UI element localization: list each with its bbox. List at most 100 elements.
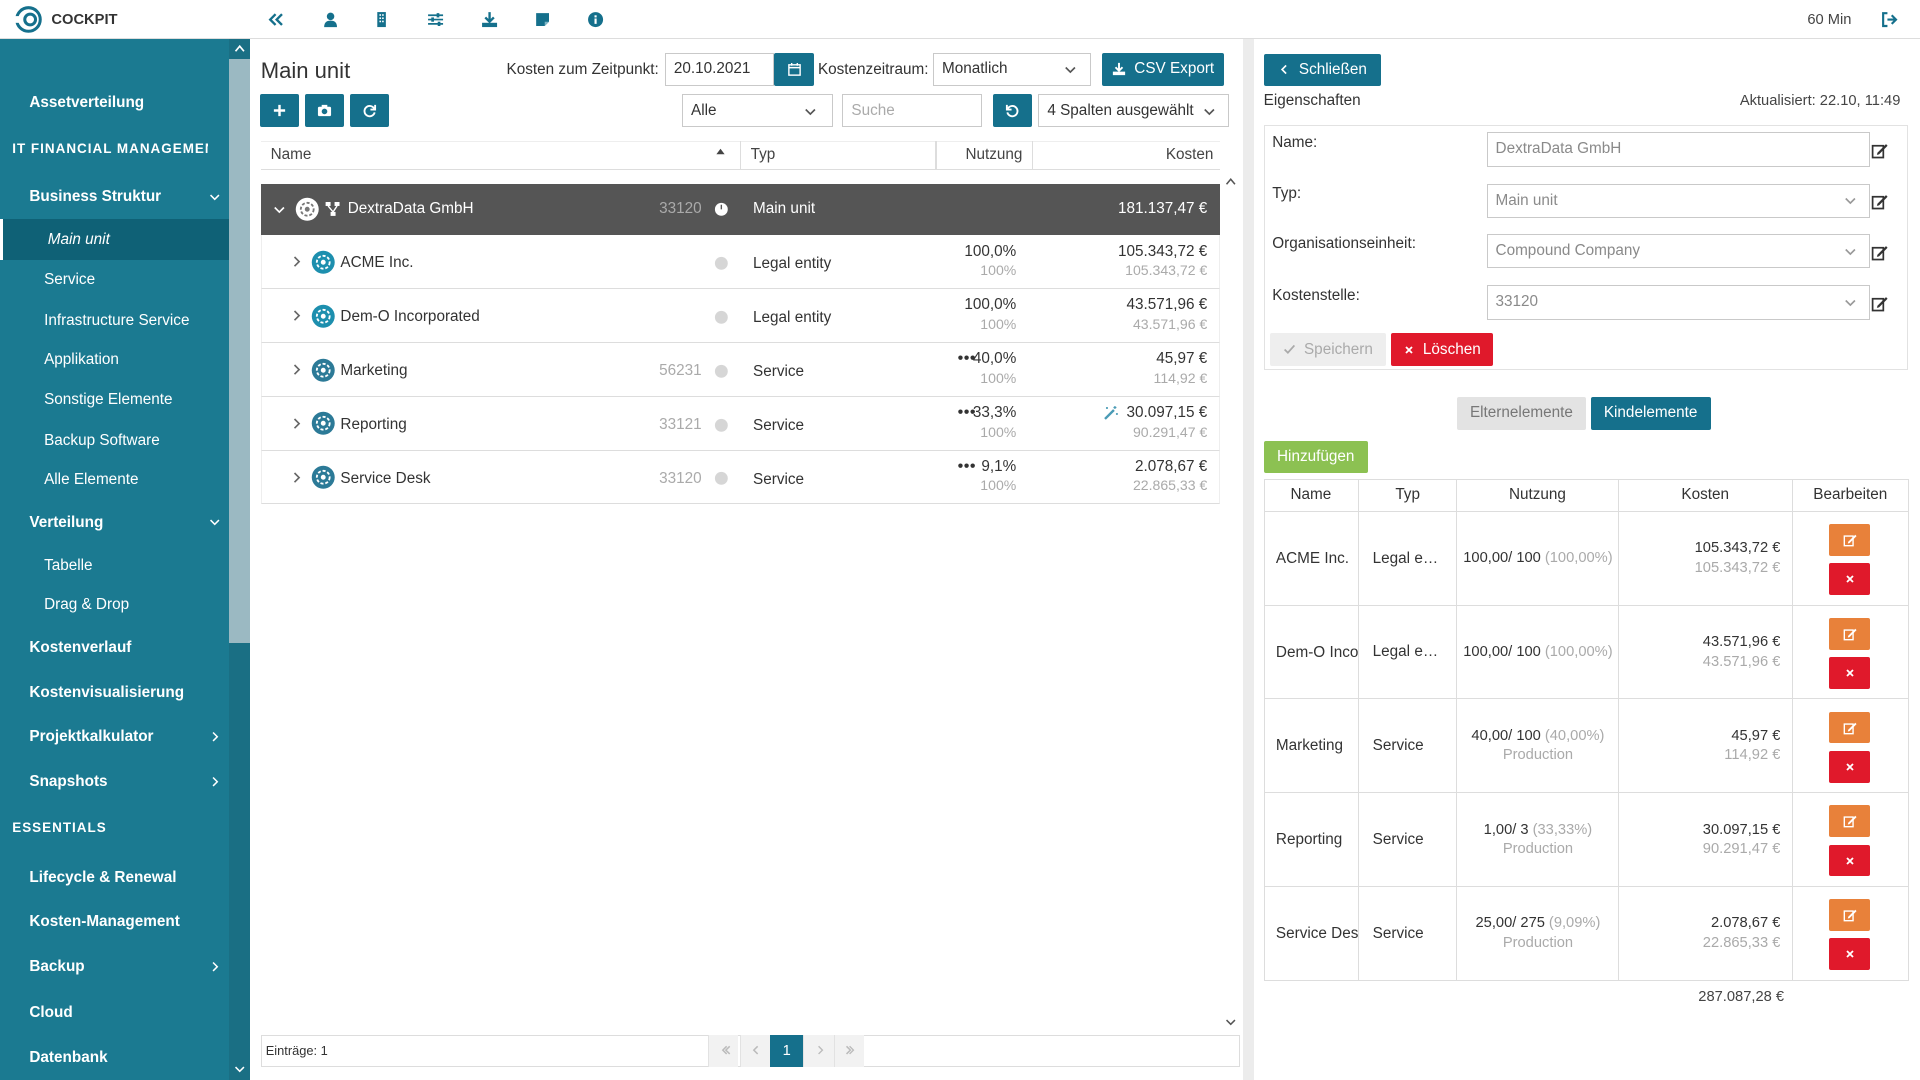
sidebar-link[interactable]: Drag & Drop (44, 595, 130, 613)
expand-chevron[interactable] (289, 469, 304, 486)
child-cost-total: 114,92 € (1724, 747, 1781, 764)
sidebar-link[interactable]: Kostenverlauf (29, 638, 132, 656)
nav-icon[interactable] (373, 11, 390, 28)
remove-button[interactable] (1829, 750, 1870, 783)
sidebar-link[interactable]: Snapshots (29, 773, 108, 791)
nav-icon[interactable] (481, 11, 498, 28)
add-button[interactable] (259, 94, 299, 128)
sidebar-link[interactable]: Infrastructure Service (44, 311, 190, 329)
tab-parents[interactable]: Elternelemente (1457, 396, 1586, 430)
logout-icon[interactable] (1881, 11, 1898, 28)
row-id: 33120 (659, 469, 702, 487)
chevron-down (208, 190, 221, 203)
sidebar-link[interactable]: Backup Software (44, 431, 160, 449)
root-name[interactable]: DextraData GmbH (347, 200, 474, 218)
expand-chevron[interactable] (272, 202, 287, 217)
table-row[interactable] (260, 396, 1220, 451)
page-nav-button[interactable] (803, 1034, 834, 1067)
edit-icon-part (1871, 245, 1888, 261)
org-icon-part (320, 475, 326, 480)
sidebar-link[interactable]: Projektkalkulator (29, 728, 154, 746)
edit-icon[interactable] (1871, 142, 1888, 159)
expand-chevron[interactable] (289, 307, 304, 324)
remove-button[interactable] (1829, 657, 1870, 689)
sidebar-link[interactable]: Tabelle (44, 556, 93, 574)
add-child-button[interactable]: Hinzufügen (1263, 440, 1368, 473)
edit-icon[interactable] (1871, 193, 1888, 210)
date-input[interactable]: 20.10.2021 (664, 52, 774, 86)
remove-button[interactable] (1829, 844, 1870, 877)
calendar-button[interactable] (773, 52, 815, 86)
edit-icon[interactable] (1871, 244, 1888, 261)
sidebar-link[interactable]: Backup (29, 958, 85, 976)
sidebar-link[interactable]: Verteilung (29, 513, 104, 531)
snapshot-button[interactable] (304, 94, 345, 128)
remove-button[interactable] (1829, 563, 1870, 596)
add-button-icon-part (273, 105, 285, 117)
sidebar-link[interactable]: Applikation (44, 350, 119, 368)
edit-button[interactable] (1829, 524, 1870, 556)
nav-icon[interactable] (587, 11, 604, 28)
period-select[interactable]: Monatlich (933, 52, 1091, 86)
sidebar-link[interactable]: Kostenvisualisierung (29, 684, 185, 702)
column-header[interactable]: Kosten (1165, 146, 1214, 164)
select-input[interactable]: Compound Company (1486, 233, 1870, 269)
edit-button[interactable] (1829, 805, 1870, 838)
table-row[interactable] (260, 235, 1220, 289)
sidebar-link[interactable]: Kosten-Management (29, 913, 180, 931)
sidebar-link[interactable]: Main unit (47, 230, 110, 248)
nav-icon[interactable] (534, 11, 551, 28)
row-type: Legal entity (753, 309, 832, 327)
table-row[interactable] (260, 342, 1220, 397)
row-name[interactable]: Service Desk (340, 469, 431, 487)
sidebar-link[interactable]: Assetverteilung (29, 93, 145, 111)
reload-button[interactable] (350, 94, 390, 128)
delete-button[interactable]: Löschen (1391, 333, 1493, 367)
child-cost-total: 22.865,33 € (1702, 935, 1781, 952)
child-usage: 100,00/ 100 (100,00%) (1457, 641, 1619, 662)
save-button[interactable]: Speichern (1269, 333, 1387, 367)
page-nav-button[interactable] (833, 1034, 865, 1067)
select-input[interactable]: 33120 (1486, 285, 1870, 320)
sidebar-link[interactable]: Lifecycle & Renewal (29, 868, 177, 886)
row-name[interactable]: ACME Inc. (340, 254, 414, 272)
scroll-up (1224, 175, 1237, 188)
reset-button[interactable] (993, 94, 1033, 128)
table-row[interactable] (260, 288, 1220, 343)
select-input[interactable]: Main unit (1486, 183, 1870, 218)
column-header[interactable]: Nutzung (965, 146, 1023, 164)
row-name[interactable]: Reporting (340, 415, 407, 433)
sidebar-link[interactable]: Alle Elemente (44, 470, 139, 488)
edit-button[interactable] (1829, 899, 1870, 932)
page-nav-button[interactable] (707, 1034, 739, 1067)
column-header[interactable]: Typ (750, 146, 776, 164)
column-header[interactable]: Name (270, 146, 312, 164)
nav-icon[interactable] (267, 11, 284, 28)
nav-icon[interactable] (427, 11, 444, 28)
sidebar-link[interactable]: Sonstige Elemente (44, 391, 173, 409)
row-name[interactable]: Dem-O Incorporated (340, 308, 480, 326)
tab-children[interactable]: Kindelemente (1590, 396, 1711, 430)
row-name[interactable]: Marketing (340, 362, 408, 379)
expand-chevron[interactable] (289, 253, 304, 270)
text-input[interactable]: DextraData GmbH (1486, 132, 1870, 167)
nav-icon[interactable] (322, 11, 339, 28)
columns-select[interactable]: 4 Spalten ausgewählt (1038, 94, 1230, 128)
page-nav-button[interactable] (739, 1034, 771, 1067)
edit-button[interactable] (1829, 711, 1870, 744)
sidebar-link[interactable]: Datenbank (29, 1048, 108, 1066)
edit-button[interactable] (1829, 617, 1870, 650)
page-button-active[interactable]: 1 (770, 1034, 804, 1067)
sidebar-link[interactable]: Cloud (29, 1003, 73, 1021)
table-row[interactable] (260, 450, 1220, 505)
close-button[interactable]: Schließen (1263, 53, 1382, 86)
logo-icon (14, 6, 42, 33)
sidebar-link[interactable]: Business Struktur (29, 188, 162, 206)
edit-icon[interactable] (1871, 295, 1888, 312)
expand-chevron[interactable] (289, 415, 304, 432)
search-input[interactable]: Suche (842, 94, 982, 128)
remove-button[interactable] (1829, 938, 1870, 971)
csv-export-button[interactable]: CSV Export (1102, 52, 1225, 86)
sidebar-link[interactable]: Service (44, 271, 96, 289)
expand-chevron[interactable] (289, 361, 304, 378)
